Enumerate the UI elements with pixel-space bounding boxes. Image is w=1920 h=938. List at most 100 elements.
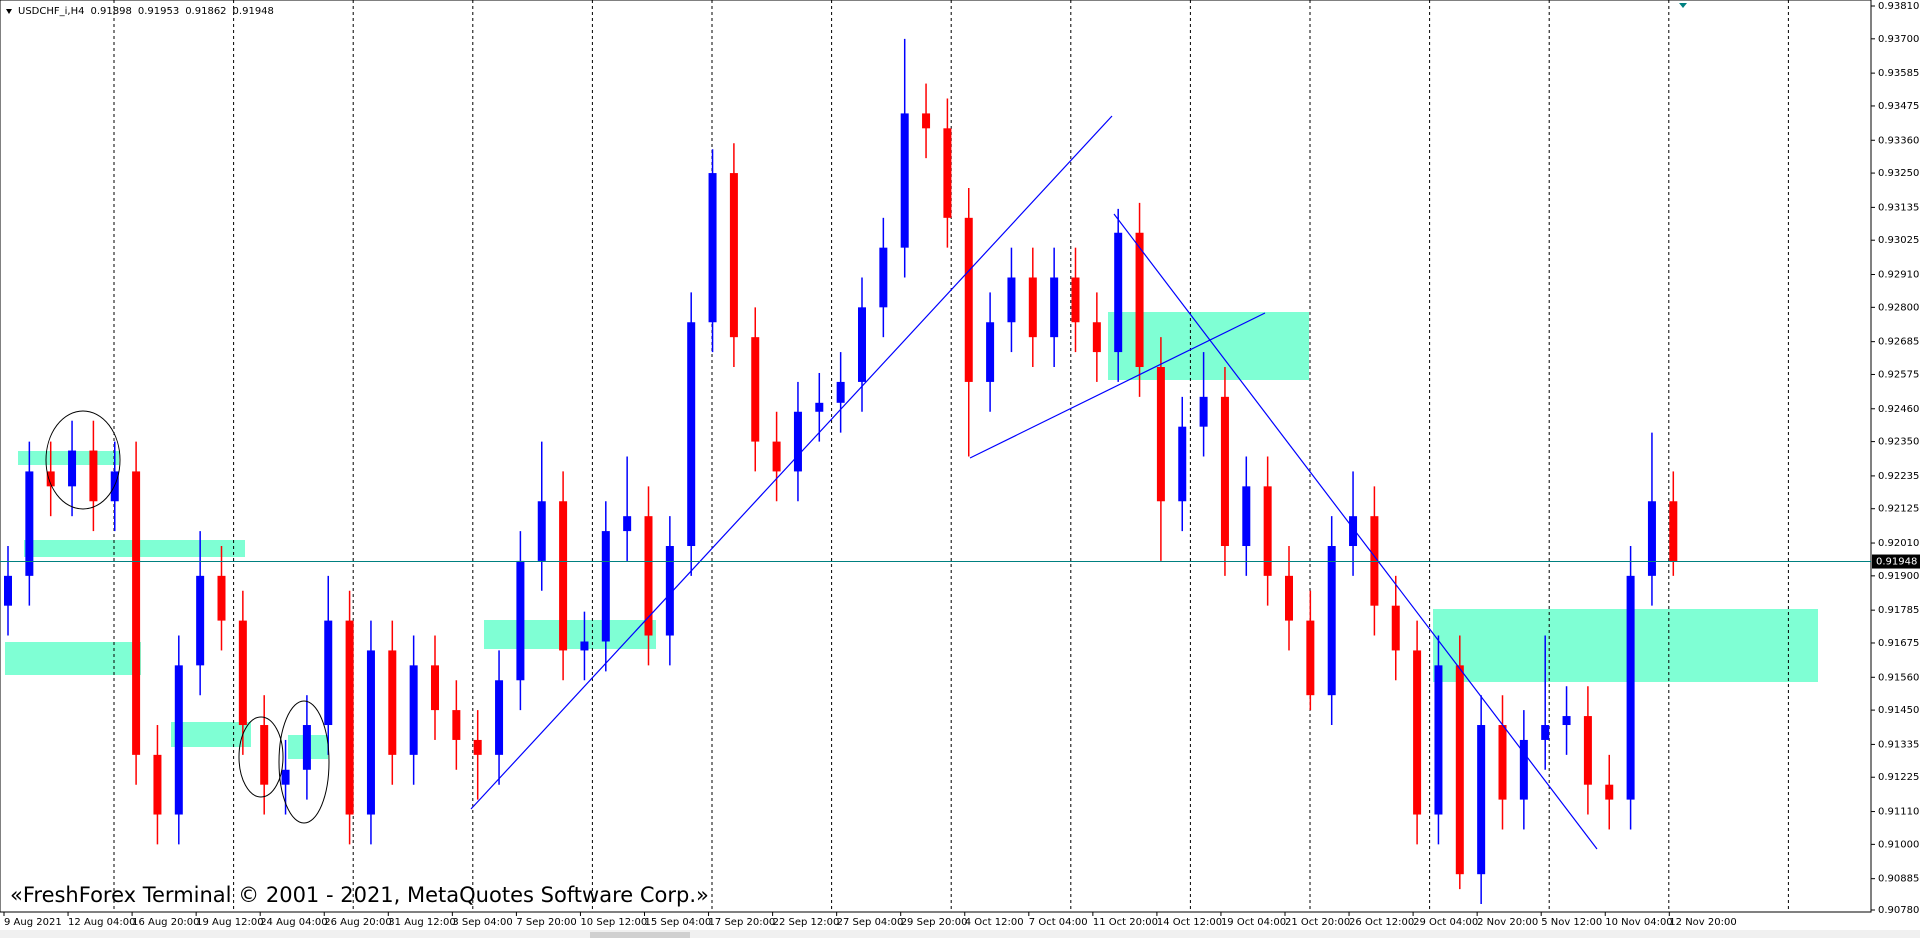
period-separators xyxy=(113,0,1789,912)
x-tick-label: 10 Nov 04:00 xyxy=(1605,917,1672,928)
candle-body xyxy=(431,665,439,711)
x-tick-label: 15 Sep 04:00 xyxy=(645,917,712,928)
candle-body xyxy=(1626,575,1635,800)
candle-body xyxy=(793,411,802,472)
candle-body xyxy=(1647,501,1656,576)
scroll-thumb[interactable] xyxy=(590,932,690,938)
zone xyxy=(1433,609,1818,682)
y-tick-label: 0.91785 xyxy=(1878,605,1919,616)
candle-body xyxy=(751,337,760,442)
x-tick-label: 31 Aug 12:00 xyxy=(388,917,455,928)
ellipse xyxy=(45,410,121,510)
watermark: «FreshForex Terminal © 2001 - 2021, Meta… xyxy=(10,883,709,907)
y-tick-label: 0.90885 xyxy=(1878,874,1919,885)
x-tick-label: 19 Aug 12:00 xyxy=(196,917,263,928)
y-tick-label: 0.91335 xyxy=(1878,739,1919,750)
zone xyxy=(5,642,141,675)
candle-body xyxy=(238,620,247,726)
candle-body xyxy=(1028,277,1037,338)
candle-body xyxy=(1220,396,1229,547)
header-value: 0.91953 xyxy=(138,6,179,17)
candle-body xyxy=(1477,725,1486,875)
x-tick-label: 12 Nov 20:00 xyxy=(1669,917,1736,928)
candle-body xyxy=(473,739,482,755)
candle-body xyxy=(772,441,781,472)
y-tick-label: 0.93025 xyxy=(1878,235,1919,246)
x-tick-label: 27 Sep 04:00 xyxy=(837,917,904,928)
candle-body xyxy=(986,322,995,382)
candle-body xyxy=(324,620,333,726)
candle-body xyxy=(1519,739,1528,800)
candle-body xyxy=(708,173,717,323)
x-tick-label: 2 Nov 20:00 xyxy=(1477,917,1538,928)
candle-body xyxy=(1583,716,1592,785)
y-tick-label: 0.91675 xyxy=(1878,638,1919,649)
candle-body xyxy=(922,113,931,129)
candle-body xyxy=(815,402,824,412)
candle-body xyxy=(25,471,34,576)
y-tick-label: 0.93810 xyxy=(1878,1,1919,12)
candle-body xyxy=(1455,665,1464,875)
ellipse xyxy=(278,700,330,824)
candle-body xyxy=(623,516,632,532)
candle-body xyxy=(1370,516,1379,606)
candle-body xyxy=(1199,396,1208,427)
candle-body xyxy=(665,546,674,636)
candle-body xyxy=(879,247,888,308)
candle-body xyxy=(900,113,909,248)
x-tick-label: 10 Sep 12:00 xyxy=(580,917,647,928)
x-tick-label: 9 Aug 2021 xyxy=(4,917,62,928)
candle-body xyxy=(1156,367,1165,502)
candle-body xyxy=(89,450,98,502)
candle-body xyxy=(1498,725,1507,800)
candle-body xyxy=(1071,277,1080,323)
candle-body xyxy=(1263,486,1272,576)
candle-body xyxy=(729,173,738,338)
candle-body xyxy=(1285,575,1293,621)
candle-body xyxy=(1391,605,1400,651)
y-tick-label: 0.92575 xyxy=(1878,369,1919,380)
candle-body xyxy=(601,531,610,642)
x-tick-label: 5 Nov 12:00 xyxy=(1541,917,1602,928)
zone xyxy=(484,620,656,649)
candle-body xyxy=(4,575,12,606)
x-tick-label: 26 Oct 12:00 xyxy=(1349,917,1414,928)
y-tick-label: 0.92125 xyxy=(1878,504,1919,515)
y-tick-label: 0.91560 xyxy=(1878,672,1919,683)
candle-body xyxy=(409,665,418,755)
y-tick-label: 0.93135 xyxy=(1878,202,1919,213)
candle-body xyxy=(1050,277,1059,338)
candle-body xyxy=(687,322,696,547)
candle-body xyxy=(559,501,568,651)
x-tick-label: 3 Sep 04:00 xyxy=(452,917,512,928)
candle-body xyxy=(153,754,162,815)
zone xyxy=(171,722,251,747)
candle-body xyxy=(345,620,354,815)
y-tick-label: 0.93585 xyxy=(1878,68,1919,79)
x-tick-label: 17 Sep 20:00 xyxy=(709,917,776,928)
y-tick-label: 0.93475 xyxy=(1878,101,1919,112)
candle-body xyxy=(1349,516,1358,547)
trendline xyxy=(969,312,1266,459)
y-tick-label: 0.93360 xyxy=(1878,135,1919,146)
candle-body xyxy=(1306,620,1315,696)
candle-body xyxy=(1007,277,1016,323)
y-tick-label: 0.90780 xyxy=(1878,905,1919,916)
candle-body xyxy=(1178,426,1187,502)
candle-body xyxy=(388,650,397,755)
y-tick-label: 0.91000 xyxy=(1878,839,1919,850)
menu-icon xyxy=(6,9,12,14)
x-tick-label: 7 Sep 20:00 xyxy=(516,917,576,928)
candle-body xyxy=(217,575,226,621)
y-tick-label: 0.91450 xyxy=(1878,705,1919,716)
candle-body xyxy=(1135,232,1144,368)
candle-body xyxy=(366,650,375,815)
x-tick-label: 22 Sep 12:00 xyxy=(773,917,840,928)
candle-body xyxy=(46,471,55,487)
candle-body xyxy=(836,381,845,403)
header-text: USDCHF_i,H4 0.91898 0.91953 0.91862 0.91948 xyxy=(18,6,274,17)
candle-body xyxy=(452,710,461,740)
trendline xyxy=(1113,213,1598,850)
ellipse xyxy=(238,716,284,798)
y-tick-label: 0.93700 xyxy=(1878,34,1919,45)
